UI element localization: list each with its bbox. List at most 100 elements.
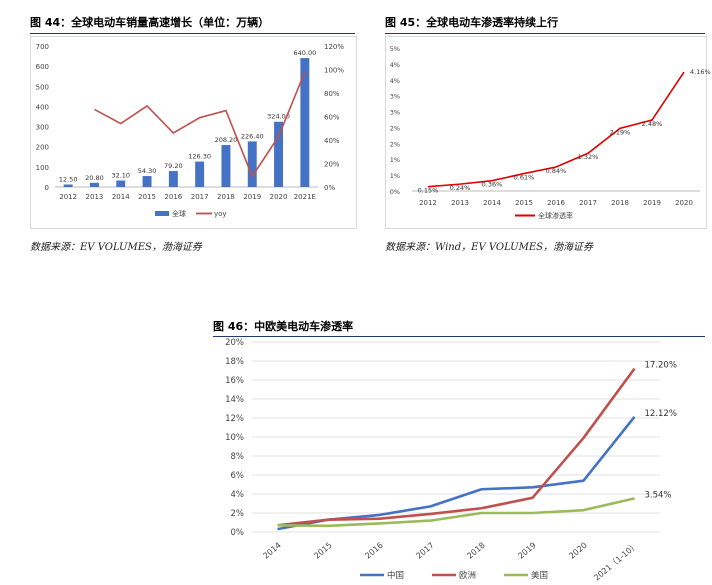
y-tick-label: 8% xyxy=(231,452,245,462)
data-label: 2.48% xyxy=(642,120,663,128)
x-tick-label: 2012 xyxy=(419,199,437,207)
y-tick-label: 3% xyxy=(390,109,400,117)
x-tick-label: 2015 xyxy=(312,541,333,561)
y-tick-label: 600 xyxy=(36,63,49,71)
bar-data-label: 324.00 xyxy=(267,113,290,121)
x-tick-label: 2020 xyxy=(270,193,288,201)
chart-source-note: 数据来源：EV VOLUMES，渤海证券 xyxy=(30,242,202,253)
x-tick-label: 2018 xyxy=(465,541,486,561)
y2-tick-label: 100% xyxy=(324,67,344,75)
y-tick-label: 5% xyxy=(390,45,400,53)
bar-data-label: 79.20 xyxy=(164,162,183,170)
x-tick-label: 2016 xyxy=(164,193,182,201)
y-tick-label: 0% xyxy=(390,188,400,196)
bar xyxy=(63,184,73,187)
chart-title: 图 44：全球电动车销量高速增长（单位：万辆） xyxy=(30,16,270,29)
legend-label: yoy xyxy=(214,210,227,218)
data-label: 0.36% xyxy=(482,181,503,189)
data-label: 4.16% xyxy=(690,68,711,76)
x-tick-label: 2014 xyxy=(112,193,130,201)
end-data-label: 12.12% xyxy=(645,409,677,419)
legend-label: 中国 xyxy=(387,570,404,581)
y-tick-label: 1% xyxy=(390,156,400,164)
x-tick-label: 2020 xyxy=(675,199,693,207)
y-tick-label: 0% xyxy=(231,528,245,538)
x-tick-label: 2018 xyxy=(611,199,629,207)
chart-source-note: 数据来源：Wind，EV VOLUMES，渤海证券 xyxy=(385,242,593,253)
bar-data-label: 32.10 xyxy=(111,172,130,180)
x-tick-label: 2019 xyxy=(643,199,661,207)
title-rule xyxy=(385,33,705,34)
title-rule xyxy=(30,33,355,34)
y-tick-label: 14% xyxy=(225,395,244,405)
y-tick-label: 300 xyxy=(36,124,49,132)
y2-tick-label: 0% xyxy=(324,184,335,192)
y-tick-label: 18% xyxy=(225,357,244,367)
y-tick-label: 1% xyxy=(390,172,400,180)
bar-data-label: 226.40 xyxy=(241,132,264,140)
legend-label: 欧洲 xyxy=(459,570,476,581)
y-tick-label: 100 xyxy=(36,164,49,172)
x-tick-label: 2021（1-10） xyxy=(592,541,640,583)
chart-frame xyxy=(385,36,707,229)
y-tick-label: 2% xyxy=(390,140,400,148)
x-tick-label: 2017 xyxy=(579,199,597,207)
y-tick-label: 2% xyxy=(390,124,400,132)
y-tick-label: 10% xyxy=(225,433,244,443)
y-tick-label: 3% xyxy=(390,93,400,101)
series-line-yoy xyxy=(94,71,306,179)
x-tick-label: 2013 xyxy=(451,199,469,207)
series-line xyxy=(427,71,685,188)
x-tick-label: 2015 xyxy=(138,193,156,201)
x-tick-label: 2017 xyxy=(191,193,209,201)
data-label: 0.84% xyxy=(546,167,567,175)
chart-title: 图 46：中欧美电动车渗透率 xyxy=(213,320,354,333)
bar xyxy=(168,171,178,187)
data-label: 2.19% xyxy=(610,128,631,136)
series-line xyxy=(277,367,636,527)
y-tick-label: 6% xyxy=(231,471,245,481)
x-tick-label: 2016 xyxy=(363,541,384,561)
y-tick-label: 400 xyxy=(36,103,49,111)
bar xyxy=(221,145,231,187)
x-tick-label: 2012 xyxy=(59,193,77,201)
y-tick-label: 12% xyxy=(225,414,244,424)
y-tick-label: 500 xyxy=(36,83,49,91)
y-tick-label: 2% xyxy=(231,509,245,519)
legend-swatch-bar xyxy=(155,211,169,216)
x-tick-label: 2018 xyxy=(217,193,235,201)
y-tick-label: 20% xyxy=(225,338,244,348)
series-line xyxy=(277,497,635,528)
x-tick-label: 2015 xyxy=(515,199,533,207)
x-tick-label: 2020 xyxy=(567,541,588,561)
y-tick-label: 200 xyxy=(36,144,49,152)
y-tick-label: 16% xyxy=(225,376,244,386)
x-tick-label: 2021E xyxy=(294,193,316,201)
y2-tick-label: 80% xyxy=(324,90,340,98)
data-label: 0.24% xyxy=(450,184,471,192)
x-tick-label: 2013 xyxy=(86,193,104,201)
x-tick-label: 2014 xyxy=(483,199,501,207)
y-tick-label: 0 xyxy=(45,184,49,192)
chart-frame xyxy=(30,36,357,229)
y-tick-label: 4% xyxy=(390,61,400,69)
y-tick-label: 700 xyxy=(36,43,49,51)
bar-data-label: 54.30 xyxy=(138,167,157,175)
bar xyxy=(116,180,126,187)
bar-data-label: 640.00 xyxy=(293,49,316,57)
end-data-label: 17.20% xyxy=(645,361,677,371)
bar-data-label: 126.30 xyxy=(188,153,211,161)
x-tick-label: 2017 xyxy=(414,541,435,561)
y2-tick-label: 120% xyxy=(324,43,344,51)
data-label: 0.61% xyxy=(514,174,535,182)
bar-data-label: 20.80 xyxy=(85,174,104,182)
y2-tick-label: 20% xyxy=(324,161,340,169)
bar xyxy=(195,161,205,187)
chart-title: 图 45：全球电动车渗透率持续上行 xyxy=(385,16,559,29)
y-tick-label: 4% xyxy=(231,490,245,500)
bar xyxy=(89,182,99,187)
x-tick-label: 2014 xyxy=(261,541,282,561)
data-label: 0.15% xyxy=(418,187,439,195)
x-tick-label: 2019 xyxy=(243,193,261,201)
